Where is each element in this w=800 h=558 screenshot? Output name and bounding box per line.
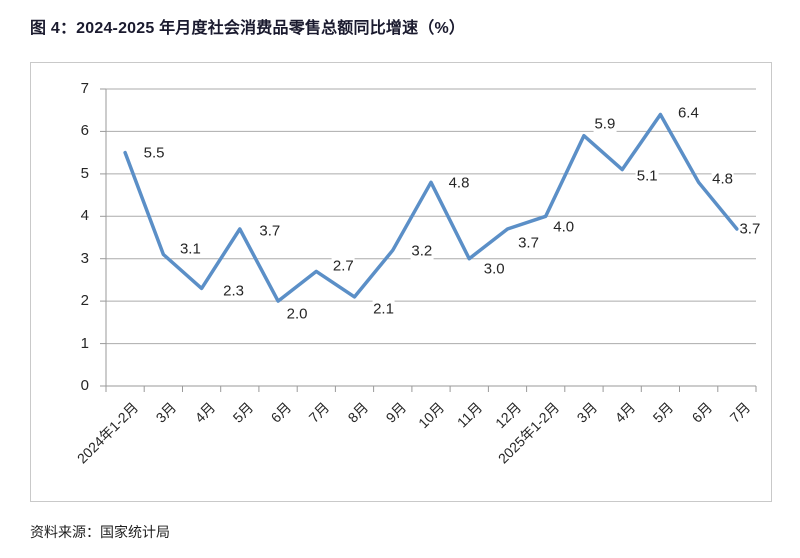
data-label: 4.8 [711,170,735,188]
data-label: 3.7 [258,222,282,240]
data-label: 3.0 [482,260,506,278]
data-label: 3.1 [178,240,202,257]
data-label: 2.0 [285,305,309,323]
y-axis-label: 5 [80,164,89,182]
series-line [123,112,739,303]
y-axis-label: 6 [80,122,89,140]
figure-title: 图 4：2024-2025 年月度社会消费品零售总额同比增速（%） [30,20,466,37]
data-label: 3.7 [517,234,540,252]
source-note: 资料来源：国家统计局 [30,524,170,540]
y-axis-label: 7 [80,80,89,97]
data-label: 4.0 [552,218,576,236]
data-label: 3.2 [410,242,434,260]
data-label: 3.7 [738,220,762,238]
line-chart-canvas [100,88,757,392]
data-label: 5.9 [593,115,617,133]
y-axis-label: 0 [80,377,89,394]
data-label: 2.3 [222,282,246,300]
data-label: 2.7 [331,257,355,275]
data-label: 5.1 [635,167,659,185]
data-label: 5.5 [142,144,166,162]
data-label: 2.1 [372,300,395,318]
y-axis-label: 1 [80,334,89,352]
data-label: 4.8 [447,174,471,192]
y-axis-label: 4 [80,207,89,225]
y-axis-label: 3 [80,249,89,267]
y-axis-label: 2 [80,292,89,310]
data-label: 6.4 [676,104,700,121]
